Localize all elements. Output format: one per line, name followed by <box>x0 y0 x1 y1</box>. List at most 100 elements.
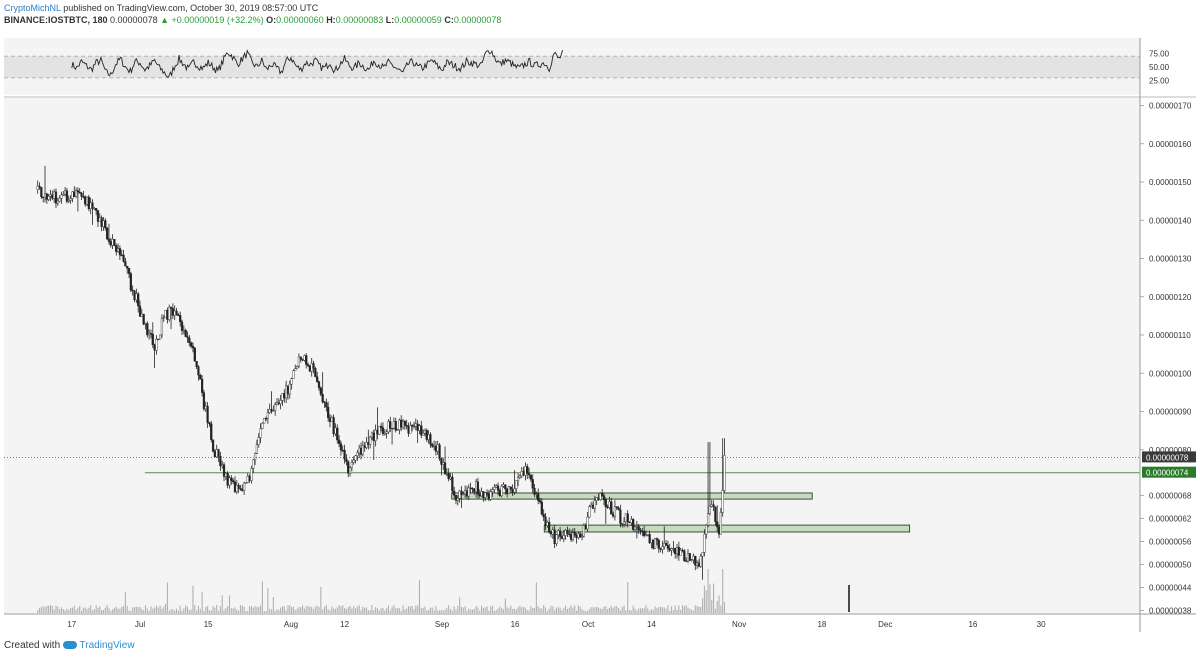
price-tags: 0.0000007803:000.0000.00000074 <box>1142 451 1196 478</box>
candle-body <box>195 360 198 367</box>
candle-body <box>160 318 164 336</box>
candle-body <box>341 449 344 452</box>
candle-body <box>40 187 43 198</box>
price-tick-label: 0.00000130 <box>1149 255 1192 264</box>
candle-body <box>84 196 87 205</box>
rsi-tick-label: 75.00 <box>1149 50 1170 59</box>
candle-body <box>511 489 514 493</box>
candle-body <box>226 473 229 486</box>
price-tick-label: 0.00000150 <box>1149 178 1192 187</box>
candle-body <box>474 481 478 493</box>
candles <box>36 165 726 580</box>
candle-body <box>312 363 315 369</box>
candle-body <box>372 432 375 441</box>
candle-body <box>151 333 154 345</box>
candle-body <box>73 191 76 197</box>
candle-body <box>294 368 297 371</box>
candle-body <box>201 378 204 393</box>
high-value: 0.00000083 <box>335 15 384 25</box>
candle-body <box>82 196 85 198</box>
candle-body <box>354 455 357 461</box>
low-value: 0.00000059 <box>394 15 442 25</box>
candle-body <box>87 196 90 209</box>
candle-body <box>215 449 218 458</box>
candle-body <box>487 494 490 500</box>
candle-body <box>56 200 59 204</box>
author-link[interactable]: CryptoMichNL <box>4 3 61 13</box>
candle-body <box>175 310 178 316</box>
candle-body <box>252 459 255 469</box>
candle-body <box>219 456 222 467</box>
candle-body <box>91 202 94 209</box>
candle-body <box>467 487 470 497</box>
candle-body <box>489 491 492 500</box>
candle-body <box>233 481 237 493</box>
candle-body <box>204 405 207 410</box>
candle-body <box>714 506 717 522</box>
candle-body <box>365 442 368 448</box>
candle-body <box>721 490 724 513</box>
candle-body <box>323 401 326 403</box>
candle-body <box>148 333 151 336</box>
candle-body <box>140 313 143 317</box>
candle-body <box>348 467 352 474</box>
candle-body <box>445 473 448 475</box>
candle-body <box>694 555 697 566</box>
candle-body <box>180 321 184 331</box>
candle-body <box>277 402 280 404</box>
candle-body <box>626 513 629 523</box>
candle-body <box>646 534 649 536</box>
candle-body <box>285 385 288 399</box>
candle-body <box>571 532 575 540</box>
candle-body <box>38 185 41 188</box>
candle-body <box>568 533 571 535</box>
candle-body <box>569 534 573 540</box>
price-tick-label: 0.00000062 <box>1149 515 1192 524</box>
candle-body <box>599 493 602 501</box>
candle-body <box>45 193 48 200</box>
rsi-axis: 75.00 50.00 25.00 <box>1149 50 1170 86</box>
candle-body <box>509 486 512 490</box>
candle-body <box>380 425 383 428</box>
candle-body <box>162 317 165 319</box>
candle-body <box>416 423 419 431</box>
candle-body <box>465 490 469 497</box>
candle-body <box>688 553 691 561</box>
candle-body <box>325 402 328 408</box>
candle-body <box>537 493 540 501</box>
candle-body <box>374 429 377 441</box>
candle-body <box>405 425 408 427</box>
candle-body <box>661 546 664 550</box>
candle-body <box>500 486 503 496</box>
candle-body <box>339 443 343 451</box>
candle-body <box>310 363 313 372</box>
candle-body <box>314 368 317 378</box>
candle-body <box>124 261 127 267</box>
candle-body <box>471 487 474 490</box>
candle-body <box>191 346 195 349</box>
tradingview-link[interactable]: TradingView <box>79 640 135 651</box>
candle-body <box>64 190 67 195</box>
candle-body <box>283 393 286 399</box>
price-tick-label: 0.00000100 <box>1149 369 1192 378</box>
candle-body <box>266 412 269 419</box>
time-tick-label: Aug <box>284 620 298 629</box>
candle-body <box>202 392 206 410</box>
candle-body <box>221 464 224 467</box>
candle-body <box>241 488 244 491</box>
candle-body <box>719 512 722 535</box>
candle-body <box>288 383 291 395</box>
candle-body <box>717 526 721 535</box>
candle-body <box>153 344 156 351</box>
time-tick-label: 14 <box>647 620 656 629</box>
candle-body <box>580 535 584 538</box>
open-value: 0.00000060 <box>276 15 324 25</box>
candle-body <box>559 530 562 537</box>
candle-body <box>69 198 72 201</box>
candle-body <box>621 523 624 525</box>
candle-body <box>542 514 545 518</box>
candle-body <box>336 427 339 441</box>
candle-body <box>111 239 114 246</box>
candle-body <box>679 549 682 556</box>
time-tick-label: 16 <box>968 620 977 629</box>
